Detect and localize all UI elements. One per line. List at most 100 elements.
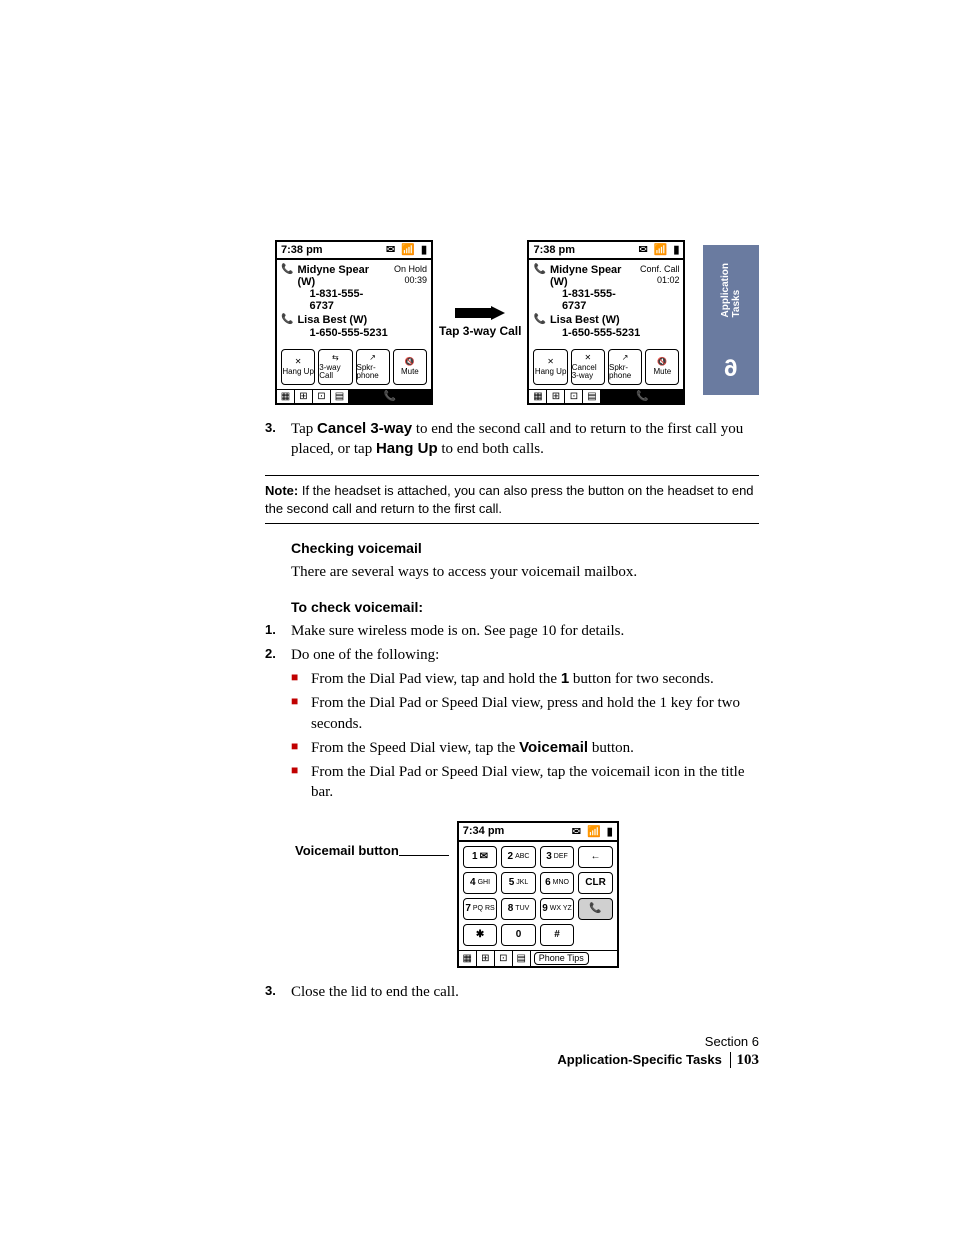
dialpad-key-8[interactable]: 8TUV bbox=[501, 898, 536, 920]
dialpad-key-call[interactable]: 📞 bbox=[578, 898, 613, 920]
dialpad-key-6[interactable]: 6MNO bbox=[540, 872, 575, 894]
phone-title-bar: 7:34 pm ✉ 📶 ▮ bbox=[459, 823, 617, 842]
signal-icon: 📶 bbox=[401, 244, 415, 256]
contact-row: 📞 Midyne Spear (W) 1-831-555-6737 Conf. … bbox=[533, 264, 679, 312]
signal-icon: 📶 bbox=[654, 244, 668, 256]
speakerphone-button[interactable]: ↗Spkr-phone bbox=[356, 349, 390, 385]
bullet-item: ■ From the Speed Dial view, tap the Voic… bbox=[291, 738, 759, 758]
battery-icon: ▮ bbox=[607, 825, 613, 838]
dialpad-key-2[interactable]: 2ABC bbox=[501, 846, 536, 868]
phone-title-bar: 7:38 pm ✉ 📶 ▮ bbox=[529, 242, 683, 260]
step-3-close: 3. Close the lid to end the call. bbox=[265, 982, 759, 1002]
footer-title: Application-Specific Tasks bbox=[557, 1052, 721, 1067]
phone-onhold-icon: 📞 bbox=[281, 264, 293, 275]
timer-label: 01:02 bbox=[633, 275, 679, 286]
phone-icon: 📞 bbox=[533, 264, 545, 275]
mute-button[interactable]: 🔇Mute bbox=[393, 349, 427, 385]
battery-icon: ▮ bbox=[421, 244, 427, 256]
step-text: Tap Cancel 3-way to end the second call … bbox=[291, 419, 759, 460]
step-number: 1. bbox=[265, 621, 291, 641]
step-number: 2. bbox=[265, 645, 291, 665]
body-paragraph: There are several ways to access your vo… bbox=[291, 562, 759, 582]
dialpad-key-backspace[interactable]: ← bbox=[578, 846, 613, 868]
time-label: 7:38 pm bbox=[281, 244, 323, 256]
callout-line bbox=[399, 855, 449, 856]
bullet-item: ■ From the Dial Pad or Speed Dial view, … bbox=[291, 693, 759, 734]
bullet-icon: ■ bbox=[291, 762, 311, 803]
contact-name: Lisa Best (W) bbox=[297, 314, 427, 326]
timer-label: 00:39 bbox=[381, 275, 427, 286]
contact-row: 📞 Midyne Spear (W) 1-831-555-6737 On Hol… bbox=[281, 264, 427, 312]
heading-checking-voicemail: Checking voicemail bbox=[291, 540, 759, 556]
screens-figure: 7:38 pm ✉ 📶 ▮ 📞 Midyne Spear (W) 1-831-5… bbox=[275, 240, 759, 405]
status-label: Conf. Call bbox=[633, 264, 679, 275]
dialpad-key-1[interactable]: 1✉ bbox=[463, 846, 498, 868]
cancel-three-way-button[interactable]: ✕Cancel 3-way bbox=[571, 349, 605, 385]
voicemail-figure: Voicemail button 7:34 pm ✉ 📶 ▮ 1✉ 2ABC 3… bbox=[295, 821, 759, 968]
mail-icon: ✉ bbox=[572, 825, 581, 838]
step-number: 3. bbox=[265, 982, 291, 1002]
contact-name: Midyne Spear (W) bbox=[297, 264, 377, 288]
dialpad-key-9[interactable]: 9WX YZ bbox=[540, 898, 575, 920]
phone-title-bar: 7:38 pm ✉ 📶 ▮ bbox=[277, 242, 431, 260]
contact-number: 1-831-555-6737 bbox=[309, 288, 377, 312]
section-label: Section 6 bbox=[557, 1034, 759, 1051]
step-text: Make sure wireless mode is on. See page … bbox=[291, 621, 759, 641]
status-label: On Hold bbox=[381, 264, 427, 275]
dialpad-key-clr[interactable]: CLR bbox=[578, 872, 613, 894]
step-text: Do one of the following: bbox=[291, 645, 759, 665]
step-text: Close the lid to end the call. bbox=[291, 982, 759, 1002]
dialpad-key-0[interactable]: 0 bbox=[501, 924, 536, 946]
dialpad-key-hash[interactable]: # bbox=[540, 924, 575, 946]
speakerphone-button[interactable]: ↗Spkr-phone bbox=[608, 349, 642, 385]
phone-icon: 📞 bbox=[533, 314, 545, 325]
dialpad-key-7[interactable]: 7PQ RS bbox=[463, 898, 498, 920]
phone-screen-right: 7:38 pm ✉ 📶 ▮ 📞 Midyne Spear (W) 1-831-5… bbox=[527, 240, 685, 405]
mute-button[interactable]: 🔇Mute bbox=[645, 349, 679, 385]
dialpad-screen: 7:34 pm ✉ 📶 ▮ 1✉ 2ABC 3DEF ← 4GHI 5JKL 6… bbox=[457, 821, 619, 968]
signal-icon: 📶 bbox=[587, 825, 601, 838]
contact-row: 📞 Lisa Best (W) 1-650-555-5231 bbox=[281, 314, 427, 338]
arrow-label: Tap 3-way Call bbox=[439, 324, 521, 338]
dialpad-key-5[interactable]: 5JKL bbox=[501, 872, 536, 894]
note-label: Note: bbox=[265, 483, 298, 498]
mail-icon: ✉ bbox=[386, 244, 395, 256]
dialpad-key-3[interactable]: 3DEF bbox=[540, 846, 575, 868]
contact-number: 1-650-555-5231 bbox=[309, 327, 427, 339]
contact-number: 1-650-555-5231 bbox=[562, 327, 680, 339]
three-way-call-button[interactable]: ⇆3-way Call bbox=[318, 349, 352, 385]
time-label: 7:34 pm bbox=[463, 825, 505, 837]
hang-up-button[interactable]: ✕Hang Up bbox=[281, 349, 315, 385]
phone-tips-button[interactable]: Phone Tips bbox=[534, 952, 589, 965]
step-3: 3. Tap Cancel 3-way to end the second ca… bbox=[265, 419, 759, 460]
phone-icon: 📞 bbox=[281, 314, 293, 325]
bullet-icon: ■ bbox=[291, 669, 311, 689]
note-text: If the headset is attached, you can also… bbox=[265, 483, 754, 516]
mail-icon: ✉ bbox=[639, 244, 648, 256]
heading-to-check-voicemail: To check voicemail: bbox=[291, 599, 759, 615]
time-label: 7:38 pm bbox=[533, 244, 575, 256]
phone-bottom-bar: ▦⊞⊡▤📞 bbox=[277, 389, 431, 403]
contact-number: 1-831-555-6737 bbox=[562, 288, 630, 312]
page-footer: Section 6 Application-Specific Tasks 103 bbox=[557, 1034, 759, 1070]
bullet-icon: ■ bbox=[291, 693, 311, 734]
note-box: Note: If the headset is attached, you ca… bbox=[265, 475, 759, 524]
voicemail-button-label: Voicemail button bbox=[295, 843, 399, 858]
battery-icon: ▮ bbox=[673, 244, 679, 256]
dialpad-key-star[interactable]: ✱ bbox=[463, 924, 498, 946]
arrow-icon bbox=[455, 306, 505, 320]
step-2: 2. Do one of the following: bbox=[265, 645, 759, 665]
bullet-icon: ■ bbox=[291, 738, 311, 758]
page-number: 103 bbox=[730, 1052, 760, 1068]
phone-screen-left: 7:38 pm ✉ 📶 ▮ 📞 Midyne Spear (W) 1-831-5… bbox=[275, 240, 433, 405]
arrow-annotation: Tap 3-way Call bbox=[439, 306, 521, 338]
step-1: 1. Make sure wireless mode is on. See pa… bbox=[265, 621, 759, 641]
dialpad-key-4[interactable]: 4GHI bbox=[463, 872, 498, 894]
phone-bottom-bar: ▦⊞⊡▤ Phone Tips bbox=[459, 950, 617, 966]
hang-up-button[interactable]: ✕Hang Up bbox=[533, 349, 567, 385]
bullet-item: ■ From the Dial Pad view, tap and hold t… bbox=[291, 669, 759, 689]
contact-name: Lisa Best (W) bbox=[550, 314, 680, 326]
bullet-item: ■ From the Dial Pad or Speed Dial view, … bbox=[291, 762, 759, 803]
contact-name: Midyne Spear (W) bbox=[550, 264, 630, 288]
phone-bottom-bar: ▦⊞⊡▤📞 bbox=[529, 389, 683, 403]
